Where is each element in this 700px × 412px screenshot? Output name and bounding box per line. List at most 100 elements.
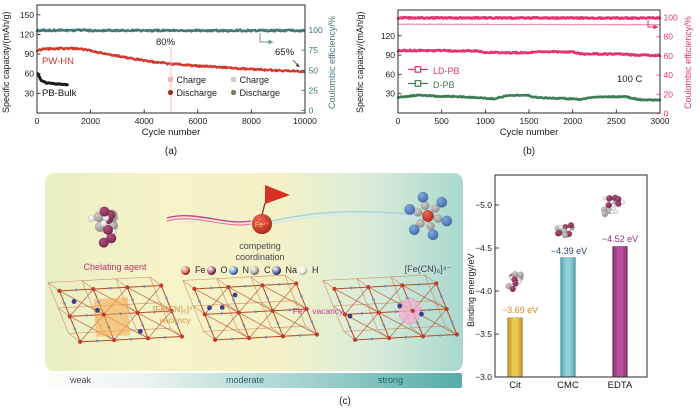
atom-legend-item-n: N (228, 265, 249, 275)
series-d-pb-capacity (397, 93, 661, 102)
legend-marker (231, 90, 236, 95)
panel-a-ylabel-left: Specific capacity/(mAh/g) (1, 11, 11, 113)
series-ld-pb-capacity (397, 49, 661, 57)
y-tick-label-right: 100 (664, 13, 678, 23)
bar-plot-frame (494, 174, 648, 378)
legend-item-d-pb: D-PB (408, 79, 460, 90)
label-chelating-agent: Chelating agent (83, 262, 147, 272)
x-tick-label: 2000 (563, 116, 582, 126)
arrow-65pct (295, 63, 300, 68)
atom-legend-item-o: O (206, 265, 228, 275)
strength-gradient-bar: weak moderate strong (48, 373, 462, 388)
panel-b-legend: LD-PB D-PB (408, 65, 460, 90)
label-fe-vacancy: Fe³⁺ vacancy (292, 306, 344, 316)
lattice (182, 274, 320, 342)
y-tick-label-left: 60 (386, 69, 396, 79)
value-label-edta: −4.52 eV (601, 234, 639, 244)
series-label-pw-hn: PW-HN (42, 56, 75, 67)
atom-sphere (271, 265, 281, 275)
bar-cmc (560, 257, 576, 378)
annotation-rate: 100 C (617, 74, 643, 85)
legend-item-ld-pb: LD-PB (408, 65, 460, 76)
panel-b-ylabel-right: Coulombic efficiency/% (683, 16, 693, 110)
y-tick-label-right: 75 (309, 45, 319, 55)
atom-legend-item-fe: Fe (181, 265, 206, 275)
y-tick-label-right: 40 (664, 70, 674, 80)
plot-frame (36, 4, 306, 114)
y-tick-label-left: 30 (386, 89, 396, 99)
bar-ylabel: Binding energy/eV (466, 253, 476, 327)
label-ferrocyanide: [Fe(CN)₆]⁴⁻ (404, 264, 452, 274)
x-tick-label: 10000 (293, 116, 317, 126)
x-tick-label: 2000 (81, 116, 100, 126)
category-edta: EDTA (607, 380, 633, 391)
legend-item-charge: Charge (168, 73, 217, 86)
y-tick-label-right: 50 (309, 65, 319, 75)
panel-b-ylabel-left: Specific capacity/(mAh/g) (355, 11, 365, 113)
y-tick-label-left: 120 (20, 29, 34, 39)
x-tick-label: 6000 (188, 116, 207, 126)
legend-marker (408, 65, 428, 76)
chart-a-canvas: 0 2000 4000 6000 8000 10000 30 60 90 120 150 0 25 50 7… (20, 4, 323, 126)
bar-cit (507, 317, 523, 378)
label-strong: strong (378, 375, 404, 385)
fe-ion-label: Fe³⁺ (255, 222, 270, 229)
panel-a-letter: (a) (164, 146, 178, 157)
lattice (322, 274, 460, 342)
legend-item-discharge: Discharge (231, 86, 280, 99)
x-tick-label: 3000 (651, 116, 670, 126)
x-tick-label: 4000 (135, 116, 154, 126)
atom-sphere (181, 265, 190, 275)
bar-y-tick-label: −4.0 (475, 286, 492, 296)
panel-b-letter: (b) (522, 146, 536, 157)
value-label-cmc: −4.39 eV (550, 246, 588, 256)
series-ld-pb-efficiency (397, 16, 661, 20)
atom-sphere (206, 265, 216, 275)
right-axis-arrow-a (268, 39, 274, 45)
x-tick-label: 1500 (520, 116, 539, 126)
legend-marker (168, 77, 173, 82)
x-tick-label: 0 (35, 116, 40, 126)
x-tick-label: 1000 (476, 116, 495, 126)
fecn-vacancy-highlight (93, 297, 130, 338)
series-ld-pb-efficiency-charge (397, 23, 661, 26)
y-tick-label-left: 30 (25, 88, 35, 98)
y-tick-label-left: 120 (381, 31, 395, 41)
y-tick-label-right: 25 (309, 85, 319, 95)
atom-legend-item-na: Na (271, 265, 297, 275)
x-tick-label: 500 (435, 116, 449, 126)
chart-b-canvas: 0 500 1000 1500 2000 2500 3000 30 60 90 120 0 20 40 60… (381, 9, 678, 126)
atom-sphere (228, 265, 238, 275)
bar-y-tick-label: −4.5 (475, 243, 492, 253)
panel-c: Fe³⁺ Chelating agent competing coordinat… (45, 170, 465, 412)
flag-icon (265, 185, 290, 204)
x-tick-label: 2500 (607, 116, 626, 126)
category-cmc: CMC (557, 380, 579, 391)
series-label-pb-bulk: PB-Bulk (42, 88, 77, 99)
chart-bar-canvas: −3.0 −3.5 −4.0 −4.5 −5.0 (475, 174, 648, 382)
panel-a: 0 2000 4000 6000 8000 10000 30 60 90 120 150 0 25 50 7… (0, 0, 352, 164)
atom-legend-item-c: C (250, 265, 271, 275)
category-cit: Cit (509, 380, 521, 391)
fe-vacancy-highlight (398, 297, 422, 325)
y-tick-label-right: 0 (309, 106, 314, 116)
y-tick-label-left: 150 (20, 10, 34, 20)
panel-b-xlabel: Cycle number (499, 127, 559, 138)
legend-item-discharge: Discharge (168, 86, 217, 99)
y-tick-label-right: 20 (664, 89, 674, 99)
legend-marker (168, 90, 173, 95)
bar-y-tick-label: −5.0 (475, 200, 492, 210)
value-label-cit: −3.69 eV (501, 305, 539, 315)
annotation-80pct: 80% (156, 37, 176, 48)
label-fecn-vacancy: [Fe(CN)₆]⁴⁻ vacancy (152, 304, 198, 325)
y-tick-label-left: 90 (386, 50, 396, 60)
series-pb-bulk-capacity (36, 72, 69, 86)
panel-a-xlabel: Cycle number (141, 127, 201, 138)
y-tick-label-left: 90 (25, 49, 35, 59)
right-axis-arrow-b (653, 24, 659, 30)
y-tick-label-right: 0 (664, 109, 669, 119)
label-competing-coordination: competing coordination (235, 241, 285, 262)
annotation-65pct: 65% (275, 47, 295, 58)
panel-a-ylabel-right: Coulombic efficiency/% (327, 16, 337, 110)
